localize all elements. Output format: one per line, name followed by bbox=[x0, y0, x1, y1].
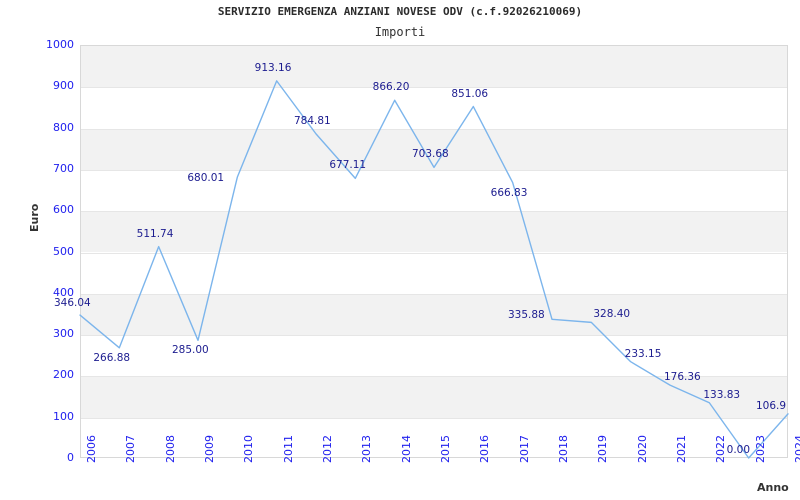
data-label: 346.04 bbox=[54, 297, 91, 310]
chart-subtitle: Importi bbox=[374, 25, 426, 39]
x-axis-tick: 2019 bbox=[596, 435, 610, 463]
data-label: 176.36 bbox=[664, 371, 701, 384]
y-axis-tick: 1000 bbox=[46, 38, 74, 51]
x-axis-tick: 2016 bbox=[478, 435, 492, 463]
x-axis-tick: 2007 bbox=[124, 435, 138, 463]
data-label: 511.74 bbox=[136, 227, 174, 240]
x-axis-tick: 2014 bbox=[399, 435, 413, 463]
x-axis-tick: 2021 bbox=[675, 435, 688, 463]
plot-band bbox=[81, 293, 787, 336]
data-label: 106.9 bbox=[756, 399, 787, 412]
data-label: 233.15 bbox=[624, 347, 662, 360]
y-axis-tick: 700 bbox=[53, 161, 74, 175]
gridline bbox=[81, 211, 787, 213]
x-axis-tick: 2018 bbox=[557, 435, 570, 463]
data-label: 677.11 bbox=[329, 159, 367, 172]
x-axis-tick: 2010 bbox=[242, 435, 256, 463]
x-axis-tick: 2015 bbox=[439, 435, 452, 463]
x-axis-tick: 2022 bbox=[714, 435, 728, 463]
gridline bbox=[81, 169, 787, 171]
y-axis-tick: 200 bbox=[53, 368, 74, 382]
data-label: 866.20 bbox=[372, 81, 410, 94]
plot-band bbox=[81, 46, 787, 88]
data-label: 335.88 bbox=[508, 309, 545, 322]
x-axis-tick: 2024 bbox=[793, 435, 800, 463]
plot-band bbox=[81, 211, 787, 253]
x-axis-tick: 2017 bbox=[517, 435, 531, 463]
gridline bbox=[81, 417, 787, 419]
x-axis-tick: 2009 bbox=[203, 435, 216, 463]
data-label: 680.01 bbox=[187, 172, 225, 185]
y-axis-tick: 0 bbox=[67, 451, 74, 464]
y-axis-tick: 800 bbox=[53, 120, 74, 134]
x-axis-tick: 2008 bbox=[163, 435, 177, 463]
x-axis-tick: 2020 bbox=[635, 435, 649, 463]
y-axis-tick: 900 bbox=[53, 79, 74, 93]
chart-title: SERVIZIO EMERGENZA ANZIANI NOVESE ODV (c… bbox=[217, 5, 583, 18]
y-axis-tick: 400 bbox=[53, 285, 74, 299]
data-label: 851.06 bbox=[451, 87, 489, 100]
plot-area bbox=[80, 45, 788, 458]
x-axis-tick: 2012 bbox=[321, 435, 334, 463]
y-axis-tick: 300 bbox=[53, 327, 74, 341]
data-label: 328.40 bbox=[593, 308, 631, 321]
data-label: 703.68 bbox=[412, 148, 449, 161]
y-axis-tick: 600 bbox=[53, 203, 74, 217]
data-label: 913.16 bbox=[254, 61, 292, 74]
y-axis-tick: 100 bbox=[53, 409, 74, 423]
data-label: 285.00 bbox=[172, 344, 209, 357]
x-axis-title: Anno bbox=[757, 481, 789, 494]
data-label: 666.83 bbox=[490, 186, 528, 199]
x-axis-tick: 2011 bbox=[281, 435, 295, 463]
gridline bbox=[81, 335, 787, 337]
x-axis-tick: 2006 bbox=[85, 435, 98, 463]
x-axis-tick: 2013 bbox=[360, 435, 374, 463]
data-label: 133.83 bbox=[703, 388, 741, 401]
x-axis-tick: 2023 bbox=[753, 435, 767, 463]
data-label: 0.00 bbox=[726, 444, 751, 456]
data-label: 266.88 bbox=[93, 351, 131, 364]
gridline bbox=[81, 293, 787, 295]
gridline bbox=[81, 252, 787, 254]
gridline bbox=[81, 87, 787, 89]
data-label: 784.81 bbox=[294, 114, 331, 127]
y-axis-tick: 500 bbox=[53, 244, 74, 258]
gridline bbox=[81, 128, 787, 130]
